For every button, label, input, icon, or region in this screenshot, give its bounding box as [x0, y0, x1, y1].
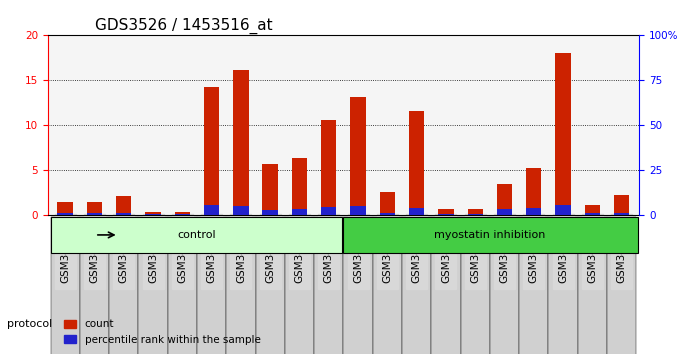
- Bar: [321, 207, 337, 215]
- FancyBboxPatch shape: [607, 217, 636, 354]
- Legend: count, percentile rank within the sample: count, percentile rank within the sample: [60, 315, 265, 349]
- FancyBboxPatch shape: [50, 217, 342, 253]
- FancyBboxPatch shape: [168, 217, 197, 354]
- Bar: [585, 213, 600, 215]
- Bar: [614, 213, 629, 215]
- FancyBboxPatch shape: [109, 217, 139, 354]
- FancyBboxPatch shape: [139, 217, 168, 354]
- Bar: [497, 209, 512, 215]
- Bar: [292, 158, 307, 215]
- Bar: [87, 213, 102, 215]
- Text: GDS3526 / 1453516_at: GDS3526 / 1453516_at: [95, 18, 273, 34]
- Bar: [556, 205, 571, 215]
- Text: myostatin inhibition: myostatin inhibition: [434, 230, 545, 240]
- FancyBboxPatch shape: [285, 217, 314, 354]
- Bar: [409, 111, 424, 215]
- FancyBboxPatch shape: [343, 217, 373, 354]
- Bar: [379, 192, 395, 215]
- Bar: [379, 213, 395, 215]
- Bar: [146, 212, 160, 215]
- Bar: [116, 196, 131, 215]
- FancyBboxPatch shape: [548, 217, 578, 354]
- Bar: [116, 213, 131, 215]
- Bar: [292, 209, 307, 215]
- FancyBboxPatch shape: [402, 217, 431, 354]
- FancyBboxPatch shape: [431, 217, 460, 354]
- Bar: [409, 208, 424, 215]
- Bar: [233, 206, 249, 215]
- Bar: [58, 202, 73, 215]
- Bar: [87, 201, 102, 215]
- Bar: [204, 205, 219, 215]
- Bar: [175, 214, 190, 215]
- Bar: [262, 164, 278, 215]
- Bar: [468, 213, 483, 215]
- FancyBboxPatch shape: [373, 217, 402, 354]
- Bar: [350, 97, 366, 215]
- FancyBboxPatch shape: [226, 217, 256, 354]
- Bar: [438, 209, 454, 215]
- FancyBboxPatch shape: [460, 217, 490, 354]
- Bar: [175, 212, 190, 215]
- FancyBboxPatch shape: [256, 217, 285, 354]
- Bar: [321, 120, 337, 215]
- Bar: [233, 70, 249, 215]
- FancyBboxPatch shape: [490, 217, 519, 354]
- Bar: [468, 209, 483, 215]
- Bar: [58, 213, 73, 215]
- FancyBboxPatch shape: [197, 217, 226, 354]
- Bar: [556, 53, 571, 215]
- Bar: [585, 205, 600, 215]
- FancyBboxPatch shape: [80, 217, 109, 354]
- Bar: [614, 195, 629, 215]
- FancyBboxPatch shape: [314, 217, 343, 354]
- Bar: [526, 208, 541, 215]
- Text: control: control: [177, 230, 216, 240]
- Bar: [146, 214, 160, 215]
- FancyBboxPatch shape: [343, 217, 638, 253]
- Bar: [350, 206, 366, 215]
- Bar: [262, 210, 278, 215]
- FancyBboxPatch shape: [50, 217, 80, 354]
- Bar: [526, 168, 541, 215]
- Bar: [204, 87, 219, 215]
- FancyBboxPatch shape: [578, 217, 607, 354]
- Text: protocol: protocol: [7, 319, 52, 329]
- Bar: [497, 183, 512, 215]
- FancyBboxPatch shape: [519, 217, 548, 354]
- Bar: [438, 213, 454, 215]
